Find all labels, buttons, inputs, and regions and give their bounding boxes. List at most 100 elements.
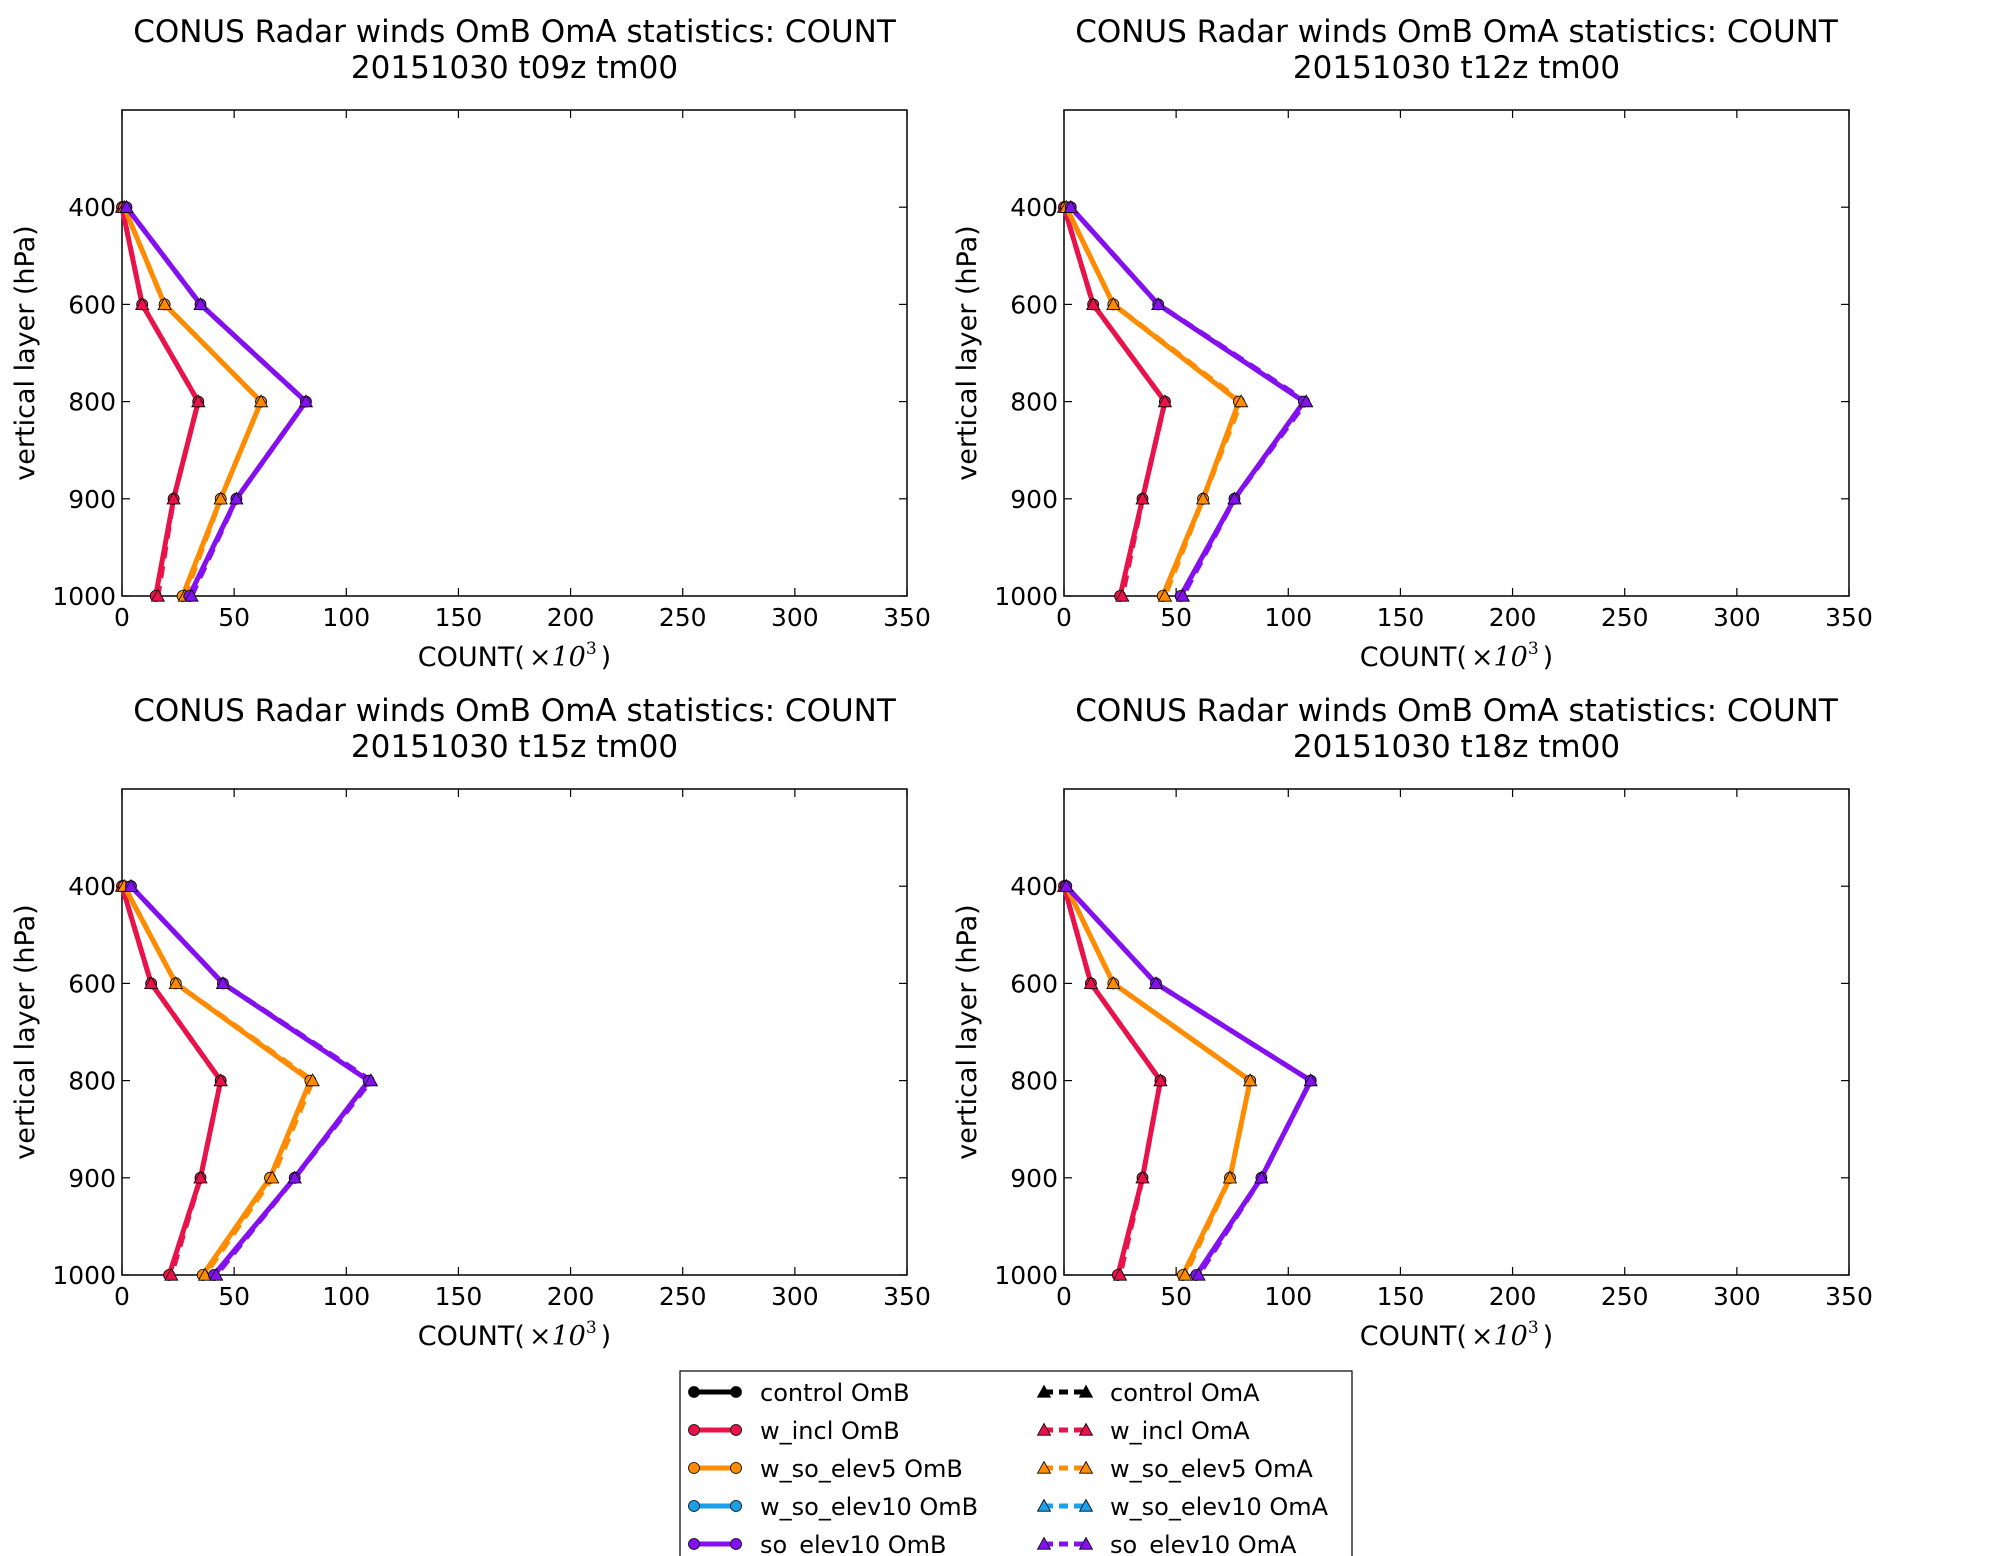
point-w-incl-oma	[213, 1073, 228, 1087]
x-tick-label: 200	[547, 603, 595, 632]
point-w-incl-oma	[1135, 1170, 1150, 1184]
legend-label: so_elev10 OmB	[760, 1531, 947, 1556]
legend-item-control-omb: control OmB	[688, 1379, 910, 1407]
point-w-incl-oma	[1153, 1073, 1168, 1087]
legend-swatch-marker	[730, 1462, 742, 1474]
point-w-so-elev5-oma	[265, 1170, 280, 1184]
legend-label: control OmA	[1110, 1379, 1260, 1407]
y-tick-label: 400	[1010, 193, 1058, 222]
point-w-incl-oma	[166, 491, 181, 505]
chart-panel-1: CONUS Radar winds OmB OmA statistics: CO…	[10, 14, 931, 673]
y-axis-label: vertical layer (hPa)	[10, 225, 41, 480]
x-tick-label: 100	[322, 1282, 370, 1311]
point-w-incl-oma	[150, 588, 166, 602]
series-line-so-elev10-oma	[1064, 884, 1314, 1277]
x-tick-label: 150	[435, 1282, 483, 1311]
x-axis-label-multiplier: ×10	[1471, 642, 1528, 673]
x-tick-label: 0	[114, 603, 130, 632]
y-axis-label: vertical layer (hPa)	[10, 904, 41, 1159]
x-axis-label-exponent: 3	[1528, 639, 1539, 659]
point-w-incl-oma	[1157, 394, 1173, 408]
legend-label: w_incl OmA	[1110, 1417, 1250, 1445]
point-w-so-elev5-oma	[1222, 1170, 1238, 1184]
point-so-elev10-oma	[1299, 394, 1314, 408]
x-tick-label: 350	[883, 603, 931, 632]
legend-swatch-marker	[688, 1500, 700, 1512]
point-w-so-elev5-oma	[168, 976, 184, 989]
point-so-elev10-oma	[215, 976, 231, 989]
plot-area	[121, 788, 908, 1276]
point-w-incl-oma	[1083, 976, 1099, 989]
point-w-so-elev5-oma	[253, 394, 269, 408]
legend-item-w-incl-omb: w_incl OmB	[688, 1417, 900, 1445]
plot-area	[1063, 109, 1850, 597]
y-axis-label: vertical layer (hPa)	[952, 904, 983, 1159]
point-so-elev10-oma	[119, 199, 134, 213]
x-tick-label: 200	[1489, 603, 1537, 632]
legend-swatch-marker	[688, 1538, 700, 1550]
x-tick-label: 150	[435, 603, 483, 632]
legend-label: w_so_elev10 OmB	[760, 1493, 978, 1521]
x-tick-label: 50	[1160, 1282, 1192, 1311]
legend-swatch-marker	[1036, 1384, 1052, 1398]
x-axis-label-exponent: 3	[586, 1318, 597, 1338]
legend-swatch-marker	[730, 1538, 742, 1550]
chart-title: CONUS Radar winds OmB OmA statistics: CO…	[133, 14, 897, 50]
x-tick-label: 0	[114, 1282, 130, 1311]
point-w-incl-oma	[164, 1267, 179, 1281]
chart-subtitle: 20151030 t15z tm00	[351, 729, 678, 765]
series-group	[1056, 878, 1318, 1281]
legend-label: w_so_elev5 OmB	[760, 1455, 963, 1483]
point-w-so-elev5-oma	[1242, 1073, 1258, 1087]
point-w-incl-oma	[1135, 491, 1150, 505]
legend-swatch-marker	[688, 1424, 700, 1436]
series-group	[114, 199, 314, 602]
point-w-so-elev5-oma	[1195, 491, 1211, 505]
x-tick-label: 300	[1713, 1282, 1761, 1311]
x-tick-label: 50	[1160, 603, 1192, 632]
legend-swatch-marker	[1078, 1422, 1094, 1436]
x-axis-label-close: )	[1543, 642, 1554, 673]
x-tick-label: 200	[547, 1282, 595, 1311]
x-tick-label: 50	[218, 1282, 250, 1311]
legend-swatch-marker	[1036, 1536, 1052, 1550]
y-tick-label: 600	[68, 290, 116, 319]
series-group	[1056, 199, 1314, 602]
x-axis-label-text: COUNT(	[1360, 1321, 1467, 1352]
legend-item-w-so-elev10-oma: w_so_elev10 OmA	[1036, 1493, 1329, 1521]
y-tick-label: 900	[1010, 485, 1058, 514]
x-axis-label-text: COUNT(	[418, 642, 525, 673]
x-tick-label: 250	[659, 1282, 707, 1311]
y-tick-label: 800	[68, 1067, 116, 1096]
legend-swatch-marker	[1036, 1460, 1052, 1474]
y-tick-label: 800	[1010, 388, 1058, 417]
legend-swatch-marker	[688, 1462, 700, 1474]
point-w-incl-oma	[191, 394, 206, 408]
y-tick-label: 400	[68, 193, 116, 222]
x-tick-label: 350	[1825, 603, 1873, 632]
chart-subtitle: 20151030 t09z tm00	[351, 50, 678, 86]
legend-swatch-marker	[1036, 1498, 1052, 1512]
point-so-elev10-oma	[1175, 588, 1191, 602]
legend-label: control OmB	[760, 1379, 910, 1407]
legend-item-w-so-elev5-oma: w_so_elev5 OmA	[1036, 1455, 1313, 1483]
x-axis-label: COUNT(×103)	[418, 1318, 611, 1352]
legend-label: w_incl OmB	[760, 1417, 900, 1445]
x-axis-label: COUNT(×103)	[1360, 639, 1553, 673]
plot-area	[121, 109, 908, 597]
point-so-elev10-oma	[229, 491, 244, 505]
x-tick-label: 100	[1264, 603, 1312, 632]
legend-swatch-marker	[688, 1386, 700, 1398]
chart-subtitle: 20151030 t12z tm00	[1293, 50, 1620, 86]
point-w-so-elev5-oma	[1177, 1267, 1193, 1281]
point-w-incl-oma	[1085, 297, 1101, 311]
x-tick-label: 100	[322, 603, 370, 632]
x-axis-label-exponent: 3	[1528, 1318, 1539, 1338]
x-tick-label: 300	[1713, 603, 1761, 632]
point-w-so-elev5-oma	[1106, 297, 1121, 311]
y-tick-label: 900	[68, 1164, 116, 1193]
x-tick-label: 200	[1489, 1282, 1537, 1311]
y-tick-label: 900	[68, 485, 116, 514]
x-axis-label: COUNT(×103)	[418, 639, 611, 673]
point-so-elev10-oma	[287, 1170, 302, 1184]
